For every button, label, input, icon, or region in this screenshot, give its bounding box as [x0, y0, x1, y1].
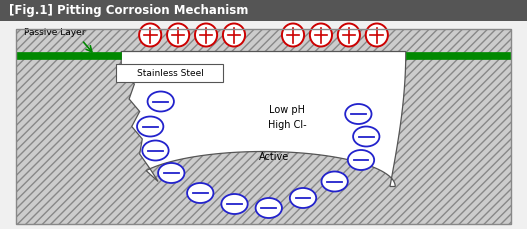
- Ellipse shape: [195, 25, 217, 47]
- Ellipse shape: [348, 150, 374, 170]
- Ellipse shape: [142, 141, 169, 161]
- Text: Passive Layer: Passive Layer: [24, 28, 85, 37]
- Ellipse shape: [321, 172, 348, 192]
- Text: [Fig.1] Pitting Corrosion Mechanism: [Fig.1] Pitting Corrosion Mechanism: [9, 4, 249, 17]
- Ellipse shape: [148, 92, 174, 112]
- Ellipse shape: [290, 188, 316, 208]
- Ellipse shape: [366, 25, 388, 47]
- Bar: [16, 30, 511, 224]
- Bar: [0, 0, 527, 21]
- Text: Active: Active: [259, 152, 289, 162]
- Bar: [16, 52, 121, 60]
- Ellipse shape: [282, 25, 304, 47]
- Ellipse shape: [345, 105, 372, 124]
- Ellipse shape: [187, 183, 213, 203]
- Ellipse shape: [223, 25, 245, 47]
- Ellipse shape: [310, 25, 332, 47]
- Ellipse shape: [139, 25, 161, 47]
- Text: High Cl-: High Cl-: [268, 120, 307, 129]
- Bar: [16, 30, 511, 224]
- Ellipse shape: [167, 25, 189, 47]
- FancyBboxPatch shape: [116, 65, 223, 83]
- Ellipse shape: [338, 25, 360, 47]
- Ellipse shape: [221, 194, 248, 214]
- Ellipse shape: [137, 117, 163, 137]
- Bar: [406, 52, 511, 60]
- Text: Low pH: Low pH: [269, 105, 305, 114]
- Polygon shape: [121, 52, 406, 187]
- Ellipse shape: [256, 198, 282, 218]
- Ellipse shape: [158, 163, 184, 183]
- Text: Stainless Steel: Stainless Steel: [137, 69, 203, 78]
- Ellipse shape: [353, 127, 379, 147]
